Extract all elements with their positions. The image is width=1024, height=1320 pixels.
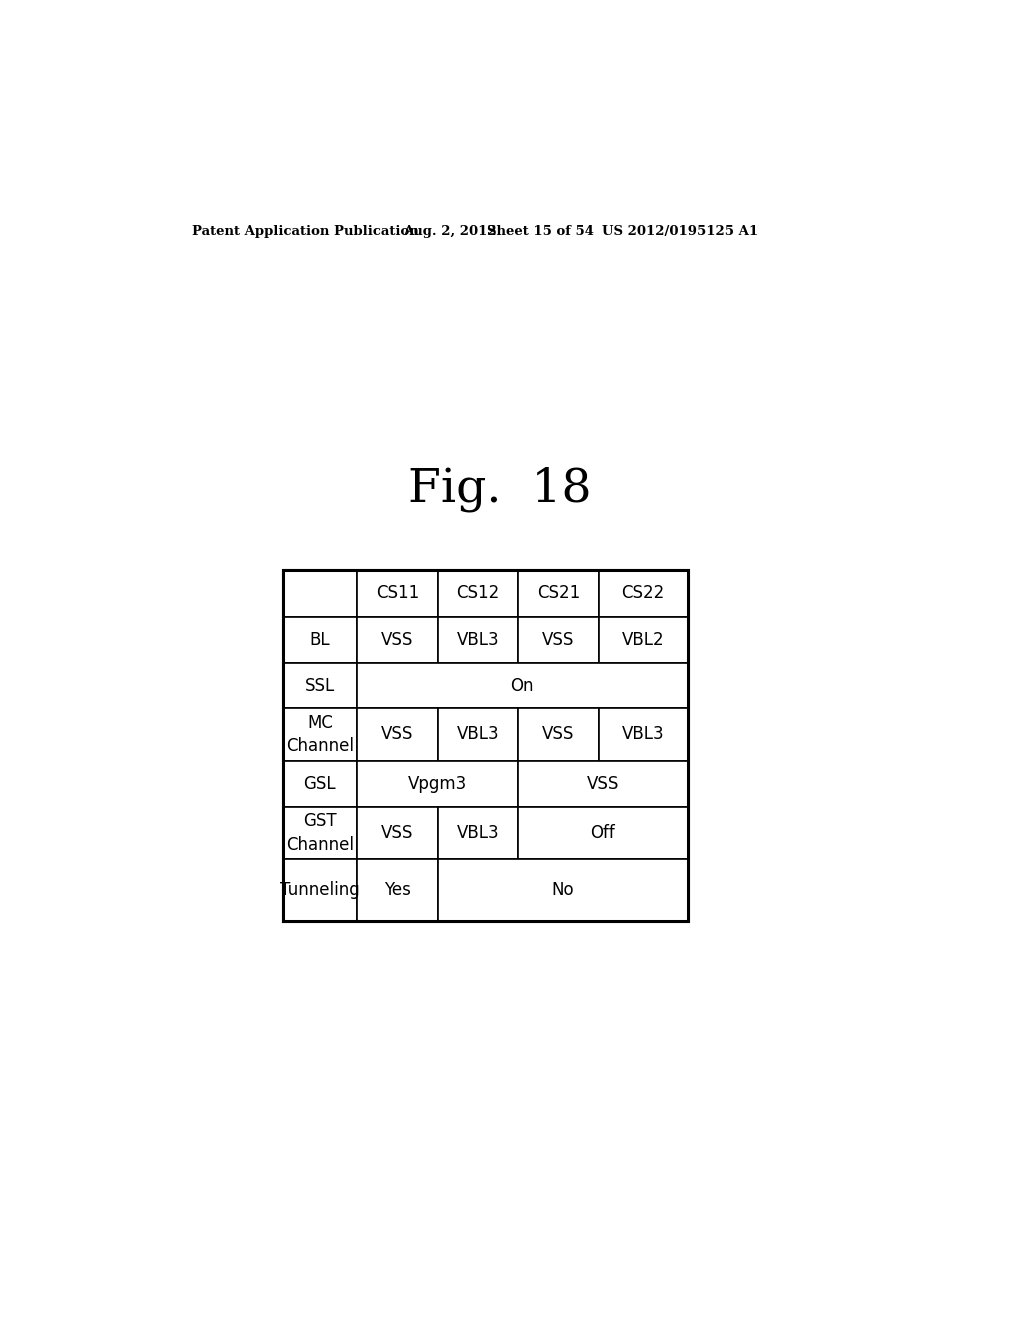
Bar (356, 807, 438, 859)
Bar (283, 859, 356, 921)
Bar (599, 616, 687, 663)
Text: GST
Channel: GST Channel (286, 812, 354, 854)
Text: Sheet 15 of 54: Sheet 15 of 54 (486, 224, 594, 238)
Text: CS21: CS21 (537, 585, 580, 602)
Bar (599, 709, 687, 760)
Text: VSS: VSS (381, 726, 414, 743)
Bar (356, 663, 687, 709)
Text: SSL: SSL (305, 677, 335, 694)
Bar (518, 807, 687, 859)
Text: Vpgm3: Vpgm3 (408, 775, 467, 793)
Text: Fig.  18: Fig. 18 (409, 467, 592, 512)
Text: Patent Application Publication: Patent Application Publication (193, 224, 419, 238)
Bar (518, 760, 687, 807)
Bar (356, 760, 518, 807)
Bar (283, 709, 356, 760)
Bar (283, 616, 356, 663)
Text: CS12: CS12 (457, 585, 500, 602)
Text: VBL3: VBL3 (457, 726, 500, 743)
Text: VBL3: VBL3 (457, 631, 500, 648)
Text: CS11: CS11 (376, 585, 419, 602)
Text: Tunneling: Tunneling (280, 880, 359, 899)
Bar (599, 570, 687, 616)
Text: BL: BL (309, 631, 330, 648)
Text: VBL2: VBL2 (622, 631, 665, 648)
Bar (283, 570, 687, 921)
Text: VSS: VSS (587, 775, 618, 793)
Text: Aug. 2, 2012: Aug. 2, 2012 (403, 224, 497, 238)
Text: VBL3: VBL3 (457, 824, 500, 842)
Text: CS22: CS22 (622, 585, 665, 602)
Text: Yes: Yes (384, 880, 411, 899)
Text: VSS: VSS (381, 824, 414, 842)
Bar (356, 859, 438, 921)
Text: On: On (510, 677, 534, 694)
Bar (518, 616, 599, 663)
Bar (518, 570, 599, 616)
Bar (283, 570, 687, 921)
Bar (283, 570, 356, 616)
Bar (438, 616, 518, 663)
Bar (356, 616, 438, 663)
Bar (356, 709, 438, 760)
Text: GSL: GSL (303, 775, 336, 793)
Bar (438, 807, 518, 859)
Text: VBL3: VBL3 (622, 726, 665, 743)
Bar (283, 663, 356, 709)
Text: US 2012/0195125 A1: US 2012/0195125 A1 (602, 224, 759, 238)
Bar (518, 709, 599, 760)
Text: Off: Off (591, 824, 615, 842)
Bar (283, 807, 356, 859)
Bar (438, 709, 518, 760)
Bar (356, 570, 438, 616)
Bar (438, 570, 518, 616)
Text: VSS: VSS (542, 631, 574, 648)
Bar (283, 760, 356, 807)
Text: No: No (552, 880, 574, 899)
Text: VSS: VSS (542, 726, 574, 743)
Text: MC
Channel: MC Channel (286, 714, 354, 755)
Text: VSS: VSS (381, 631, 414, 648)
Bar (438, 859, 687, 921)
